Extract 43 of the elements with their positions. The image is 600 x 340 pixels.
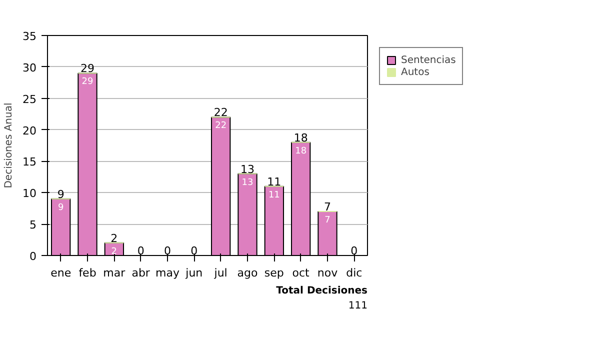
data-label: 11 bbox=[268, 190, 280, 200]
y-tick-label: 30 bbox=[22, 61, 37, 74]
x-tick-label: mar bbox=[103, 266, 126, 280]
data-label: 2 bbox=[111, 246, 118, 257]
x-tick-label: dic bbox=[346, 266, 362, 280]
total-label: 0 bbox=[350, 244, 358, 258]
y-tick-label: 0 bbox=[30, 250, 36, 263]
y-tick-label: 15 bbox=[22, 156, 37, 169]
x-tick-label: may bbox=[156, 266, 180, 280]
data-label: 29 bbox=[82, 77, 94, 88]
x-tick-label: abr bbox=[132, 266, 150, 280]
y-tick-label: 20 bbox=[22, 124, 37, 138]
x-tick-label: ene bbox=[50, 266, 72, 280]
total-label: 7 bbox=[324, 200, 331, 214]
y-tick-label: 25 bbox=[22, 92, 37, 106]
y-axis-title: Decisiones Anual bbox=[4, 102, 15, 188]
x-tick-label: oct bbox=[292, 266, 310, 280]
total-label: 11 bbox=[267, 175, 282, 188]
x-tick-label: ago bbox=[237, 266, 258, 280]
total-label: 18 bbox=[294, 131, 308, 144]
data-label: 13 bbox=[242, 178, 254, 188]
total-label: 22 bbox=[214, 106, 228, 120]
data-label: 22 bbox=[215, 121, 227, 132]
x-tick-label: sep bbox=[264, 266, 284, 280]
legend-label: Autos bbox=[401, 66, 430, 78]
total-label: 0 bbox=[190, 244, 198, 258]
data-label: 18 bbox=[295, 146, 307, 156]
data-label: 7 bbox=[324, 216, 330, 226]
text: 111 bbox=[348, 300, 368, 312]
y-tick-label: 5 bbox=[30, 218, 36, 232]
total-label: 29 bbox=[80, 62, 94, 76]
y-tick-label: 10 bbox=[22, 187, 37, 200]
text: Total Decisiones bbox=[276, 286, 368, 296]
total-label: 13 bbox=[240, 162, 254, 176]
legend-label: Sentencias bbox=[401, 54, 456, 66]
x-tick-label: nov bbox=[317, 266, 338, 280]
x-tick-label: feb bbox=[78, 266, 96, 280]
data-label: 9 bbox=[58, 202, 64, 213]
total-label: 2 bbox=[110, 232, 118, 245]
total-label: 9 bbox=[57, 188, 64, 201]
y-tick-label: 35 bbox=[22, 30, 37, 43]
x-tick-label: jul bbox=[213, 266, 228, 280]
x-tick-label: jun bbox=[184, 266, 203, 280]
